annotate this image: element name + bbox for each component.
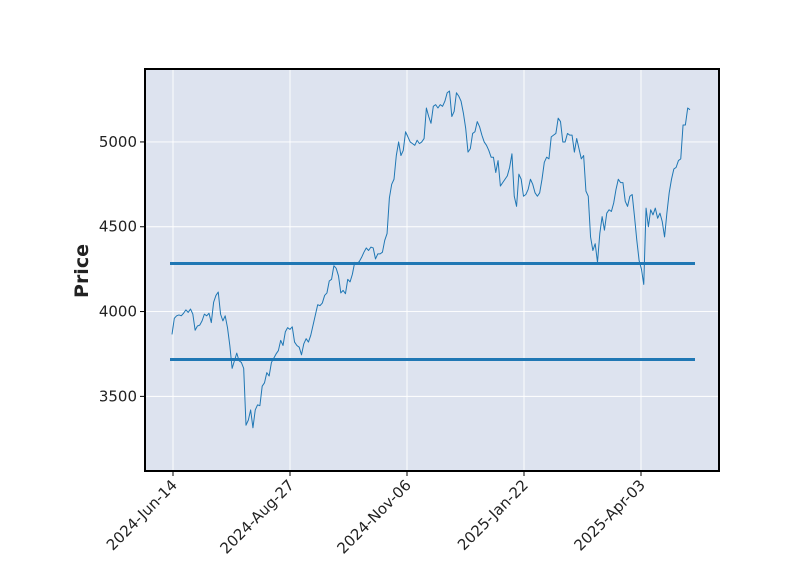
- y-axis-title: Price: [71, 244, 93, 298]
- y-tick-label-2: 4500: [99, 218, 137, 236]
- y-axis-ticks: 3500 4000 4500 5000: [99, 133, 145, 405]
- x-tick-label-1: 2024-Aug-27: [216, 476, 297, 557]
- y-tick-label-1: 4000: [99, 303, 137, 321]
- y-tick-label-3: 5000: [99, 133, 137, 151]
- x-tick-label-2: 2024-Nov-06: [334, 476, 415, 557]
- x-tick-label-3: 2025-Jan-22: [454, 476, 532, 554]
- plot-area: [145, 69, 719, 471]
- price-series-line: [171, 90, 691, 429]
- x-tick-label-4: 2025-Apr-03: [571, 476, 649, 554]
- plot-frame: [144, 68, 720, 472]
- x-axis-ticks: 2024-Jun-14 2024-Aug-27 2024-Nov-06 2025-Ja…: [103, 471, 649, 557]
- y-tick-label-0: 3500: [99, 387, 137, 405]
- x-tick-label-0: 2024-Jun-14: [103, 476, 181, 554]
- reference-lines: [170, 262, 695, 362]
